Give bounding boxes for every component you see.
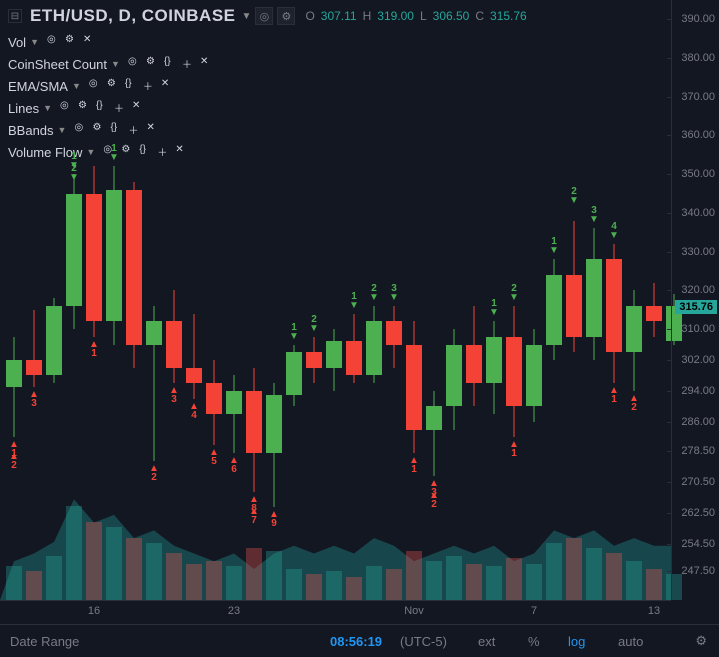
percent-toggle[interactable]: % [528, 634, 540, 649]
candle [106, 0, 122, 600]
up-marker: ▲1 [506, 441, 522, 459]
y-tick: 262.50 [681, 507, 715, 519]
ext-toggle[interactable]: ext [478, 634, 495, 649]
candle [206, 0, 222, 600]
candle [46, 0, 62, 600]
gear-icon[interactable]: ⚙ [695, 633, 707, 649]
y-tick: 278.50 [681, 445, 715, 457]
y-tick: 310.00 [681, 323, 715, 335]
candle [146, 0, 162, 600]
y-tick: 360.00 [681, 129, 715, 141]
chart-plot[interactable]: ▲1▲2▲3▲1▲2▲3▲4▲5▲6▲7▲8▲9▲1▲2▲3▲1▲1▲21▼2▼… [0, 0, 671, 600]
up-marker: ▲3 [426, 480, 442, 498]
up-marker: ▲2 [6, 453, 22, 471]
y-tick: 380.00 [681, 52, 715, 64]
down-marker: 1▼ [486, 299, 502, 317]
candle [466, 0, 482, 600]
y-tick: 247.50 [681, 565, 715, 577]
up-marker: ▲1 [406, 457, 422, 475]
x-tick: Nov [404, 605, 424, 617]
up-marker: ▲9 [266, 511, 282, 529]
up-marker: ▲2 [146, 465, 162, 483]
x-tick: 7 [531, 605, 537, 617]
down-marker: 1▼ [286, 323, 302, 341]
candle [186, 0, 202, 600]
date-range-button[interactable]: Date Range [10, 634, 79, 649]
down-marker: 3▼ [386, 284, 402, 302]
x-tick: 16 [88, 605, 100, 617]
last-price-tag: 315.76 [675, 300, 717, 314]
candle [26, 0, 42, 600]
down-marker: 2▼ [566, 187, 582, 205]
y-tick: 370.00 [681, 91, 715, 103]
candle [226, 0, 242, 600]
down-marker: 1▼ [546, 237, 562, 255]
footer-bar: Date Range 08:56:19 (UTC-5) ext % log au… [0, 624, 719, 657]
candle [646, 0, 662, 600]
y-tick: 320.00 [681, 284, 715, 296]
up-marker: ▲1 [86, 341, 102, 359]
y-tick: 254.50 [681, 538, 715, 550]
y-tick: 390.00 [681, 13, 715, 25]
auto-toggle[interactable]: auto [618, 634, 643, 649]
down-marker: 1▼ [346, 292, 362, 310]
candle [606, 0, 622, 600]
y-tick: 294.00 [681, 385, 715, 397]
y-axis[interactable]: 390.00 380.00 370.00 360.00 350.00 340.00 330.… [671, 0, 719, 600]
candle [446, 0, 462, 600]
up-marker: ▲4 [186, 403, 202, 421]
candle [286, 0, 302, 600]
up-marker: ▲2 [626, 395, 642, 413]
down-marker: 3▼ [586, 206, 602, 224]
down-marker: 1▼ [106, 144, 122, 162]
log-toggle[interactable]: log [568, 634, 585, 649]
candle [626, 0, 642, 600]
candle [566, 0, 582, 600]
down-marker: 2▼ [366, 284, 382, 302]
x-axis[interactable]: 16 23 Nov 7 13 [0, 600, 671, 624]
up-marker: ▲8 [246, 496, 262, 514]
x-tick: 23 [228, 605, 240, 617]
y-tick: 270.50 [681, 476, 715, 488]
y-tick: 340.00 [681, 207, 715, 219]
candle [326, 0, 342, 600]
y-tick: 330.00 [681, 246, 715, 258]
y-tick: 302.00 [681, 354, 715, 366]
candle [586, 0, 602, 600]
up-marker: ▲5 [206, 449, 222, 467]
candle [166, 0, 182, 600]
timezone-label[interactable]: (UTC-5) [400, 634, 447, 649]
candle [306, 0, 322, 600]
up-marker: ▲3 [166, 387, 182, 405]
down-marker: 2▼ [66, 164, 82, 182]
candle [526, 0, 542, 600]
candle [86, 0, 102, 600]
x-tick: 13 [648, 605, 660, 617]
down-marker: 4▼ [606, 222, 622, 240]
up-marker: ▲1 [606, 387, 622, 405]
candle [66, 0, 82, 600]
candle [126, 0, 142, 600]
up-marker: ▲6 [226, 457, 242, 475]
down-marker: 2▼ [306, 315, 322, 333]
candle [406, 0, 422, 600]
up-marker: ▲3 [26, 391, 42, 409]
y-tick: 286.00 [681, 416, 715, 428]
candle [6, 0, 22, 600]
y-tick: 350.00 [681, 168, 715, 180]
candle [546, 0, 562, 600]
down-marker: 2▼ [506, 284, 522, 302]
clock-time: 08:56:19 [330, 634, 382, 649]
